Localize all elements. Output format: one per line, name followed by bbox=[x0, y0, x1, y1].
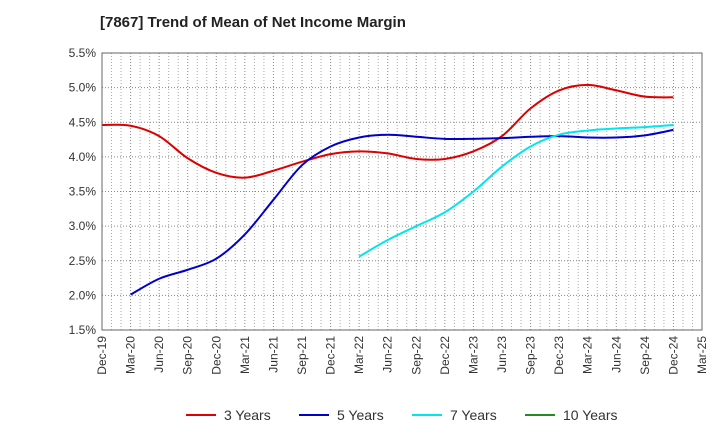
x-tick-label: Dec-22 bbox=[438, 336, 452, 375]
y-tick-label: 2.5% bbox=[69, 254, 97, 268]
y-tick-label: 4.0% bbox=[69, 150, 97, 164]
series-layer bbox=[101, 83, 674, 296]
series-line-7-years bbox=[358, 124, 674, 258]
y-tick-label: 3.5% bbox=[69, 185, 97, 199]
x-tick-label: Jun-23 bbox=[495, 336, 509, 373]
grid-layer bbox=[101, 52, 703, 331]
x-tick-label: Dec-24 bbox=[666, 336, 680, 375]
x-tick-label: Dec-23 bbox=[552, 336, 566, 375]
legend-label-3-years: 3 Years bbox=[224, 407, 271, 423]
x-tick-label: Mar-23 bbox=[466, 336, 480, 374]
x-tick-label: Dec-21 bbox=[324, 336, 338, 375]
y-tick-label: 2.0% bbox=[69, 288, 97, 302]
legend-layer: 3 Years 5 Years 7 Years 10 Years bbox=[186, 407, 618, 423]
x-tick-label: Sep-20 bbox=[181, 336, 195, 375]
x-tick-label: Jun-22 bbox=[381, 336, 395, 373]
plot-frame bbox=[101, 52, 703, 331]
series-line-3-years bbox=[101, 83, 674, 179]
axis-layer: 5.5%5.0%4.5%4.0%3.5%3.0%2.5%2.0%1.5%Dec-… bbox=[69, 46, 709, 375]
x-tick-label: Mar-20 bbox=[124, 336, 138, 374]
x-tick-label: Mar-21 bbox=[238, 336, 252, 374]
legend-label-10-years: 10 Years bbox=[563, 407, 618, 423]
x-tick-label: Mar-24 bbox=[581, 336, 595, 374]
x-tick-label: Dec-19 bbox=[95, 336, 109, 375]
x-tick-label: Dec-20 bbox=[209, 336, 223, 375]
y-tick-label: 3.0% bbox=[69, 219, 97, 233]
x-tick-label: Sep-22 bbox=[409, 336, 423, 375]
y-tick-label: 5.0% bbox=[69, 81, 97, 95]
x-tick-label: Jun-20 bbox=[152, 336, 166, 373]
series-line-5-years bbox=[130, 128, 674, 296]
x-tick-label: Sep-24 bbox=[638, 336, 652, 375]
legend-label-7-years: 7 Years bbox=[450, 407, 497, 423]
legend-label-5-years: 5 Years bbox=[337, 407, 384, 423]
x-tick-label: Mar-25 bbox=[695, 336, 709, 374]
x-tick-label: Jun-21 bbox=[266, 336, 280, 373]
x-tick-label: Mar-22 bbox=[352, 336, 366, 374]
y-tick-label: 1.5% bbox=[69, 323, 97, 337]
x-tick-label: Sep-21 bbox=[295, 336, 309, 375]
x-tick-label: Jun-24 bbox=[609, 336, 623, 373]
chart-title: [7867] Trend of Mean of Net Income Margi… bbox=[100, 14, 406, 31]
y-tick-label: 5.5% bbox=[69, 46, 97, 60]
x-tick-label: Sep-23 bbox=[524, 336, 538, 375]
y-tick-label: 4.5% bbox=[69, 115, 97, 129]
